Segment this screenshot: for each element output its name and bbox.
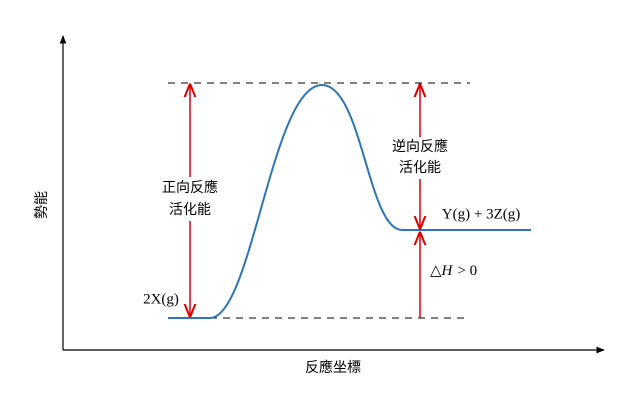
reactant-label: 2X(g) — [143, 291, 179, 307]
energy-curve — [168, 83, 531, 319]
delta-relation: > 0 — [457, 263, 477, 279]
delta-symbol: △ — [430, 263, 442, 279]
delta-h-label: △H > 0 — [430, 263, 477, 279]
label-bg — [385, 137, 455, 179]
forward-label: 活化能 — [169, 202, 211, 218]
reverse-label: 活化能 — [399, 160, 441, 176]
product-label: Y(g) + 3Z(g) — [442, 206, 520, 222]
reverse-label: 逆向反應 — [392, 138, 448, 155]
label-bg — [155, 177, 225, 221]
y-axis-label: 勢能 — [34, 191, 50, 219]
delta-variable: H — [441, 263, 454, 279]
forward-label: 正向反應 — [162, 179, 218, 196]
x-axis-label: 反應坐標 — [305, 359, 361, 376]
